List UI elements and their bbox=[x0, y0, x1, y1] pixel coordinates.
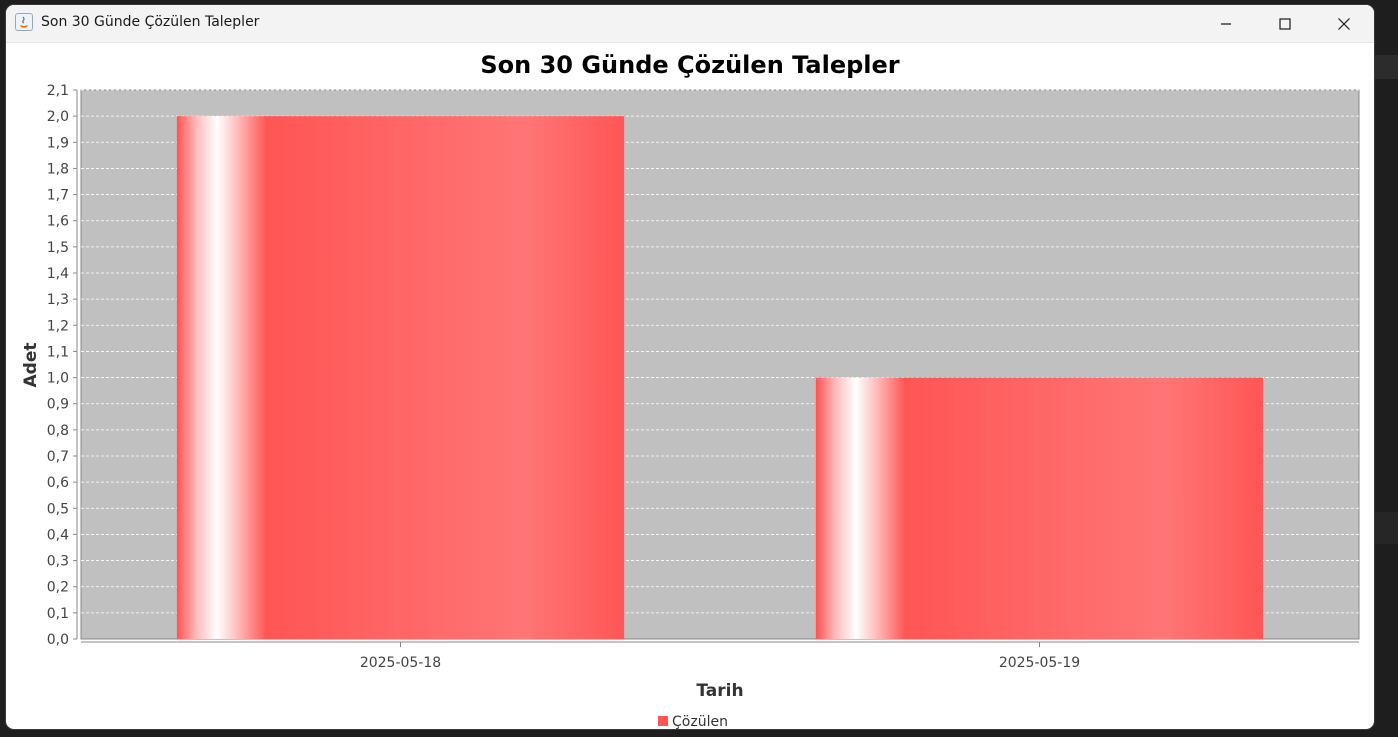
y-tick-label: 1,2 bbox=[47, 318, 69, 334]
window-title: Son 30 Günde Çözülen Talepler bbox=[41, 14, 260, 30]
x-axis-label: Tarih bbox=[696, 681, 743, 701]
y-tick-label: 0,4 bbox=[47, 527, 69, 543]
y-tick-label: 2,0 bbox=[47, 109, 69, 125]
y-tick-label: 1,5 bbox=[47, 240, 69, 256]
y-tick-label: 1,3 bbox=[47, 292, 69, 308]
bars bbox=[176, 116, 1264, 639]
y-tick-label: 1,7 bbox=[47, 188, 69, 204]
y-tick-label: 1,9 bbox=[47, 135, 69, 151]
y-tick-label: 0,8 bbox=[47, 423, 69, 439]
y-tick-label: 2,1 bbox=[47, 83, 69, 99]
y-tick-label: 0,2 bbox=[47, 580, 69, 596]
y-tick-label: 0,6 bbox=[47, 475, 69, 491]
java-app-icon bbox=[15, 13, 33, 31]
minimize-icon bbox=[1221, 22, 1231, 25]
chart-window: Son 30 Günde Çözülen Talepler bbox=[6, 5, 1374, 729]
bar bbox=[815, 377, 1264, 639]
y-tick-label: 1,0 bbox=[47, 371, 69, 387]
legend-label: Çözülen bbox=[672, 714, 728, 729]
close-icon bbox=[1338, 17, 1350, 30]
y-tick-label: 1,4 bbox=[47, 266, 69, 282]
background-window-strip bbox=[1374, 55, 1398, 79]
title-bar: Son 30 Günde Çözülen Talepler bbox=[6, 5, 1374, 43]
maximize-icon bbox=[1279, 17, 1291, 30]
y-tick-label: 0,7 bbox=[47, 449, 69, 465]
y-tick-label: 0,0 bbox=[47, 632, 69, 648]
x-tick-label: 2025-05-19 bbox=[999, 655, 1080, 671]
y-tick-label: 1,1 bbox=[47, 344, 69, 360]
legend: Çözülen bbox=[658, 714, 728, 729]
maximize-button[interactable] bbox=[1256, 5, 1314, 42]
minimize-button[interactable] bbox=[1197, 5, 1255, 42]
background-window-strip-2 bbox=[1374, 512, 1398, 544]
y-axis-label: Adet bbox=[21, 343, 41, 388]
chart-title: Son 30 Günde Çözülen Talepler bbox=[480, 51, 899, 79]
y-axis-ticks: 0,0 0,1 0,2 0,3 0,4 0,5 0,6 0,7 0,8 0,9 1,0 1,1 1,2 1… bbox=[47, 83, 77, 648]
legend-swatch bbox=[658, 716, 668, 726]
y-tick-label: 0,1 bbox=[47, 606, 69, 622]
x-axis-ticks: 2025-05-18 2025-05-19 bbox=[360, 642, 1080, 671]
close-button[interactable] bbox=[1315, 5, 1373, 42]
bar-chart: Son 30 Günde Çözülen Talepler 0,00,10,20… bbox=[21, 51, 1360, 729]
y-tick-label: 1,8 bbox=[47, 161, 69, 177]
y-tick-label: 0,9 bbox=[47, 397, 69, 413]
bar bbox=[176, 116, 625, 639]
y-tick-label: 1,6 bbox=[47, 214, 69, 230]
y-tick-label: 0,5 bbox=[47, 501, 69, 517]
x-tick-label: 2025-05-18 bbox=[360, 655, 441, 671]
y-tick-label: 0,3 bbox=[47, 554, 69, 570]
